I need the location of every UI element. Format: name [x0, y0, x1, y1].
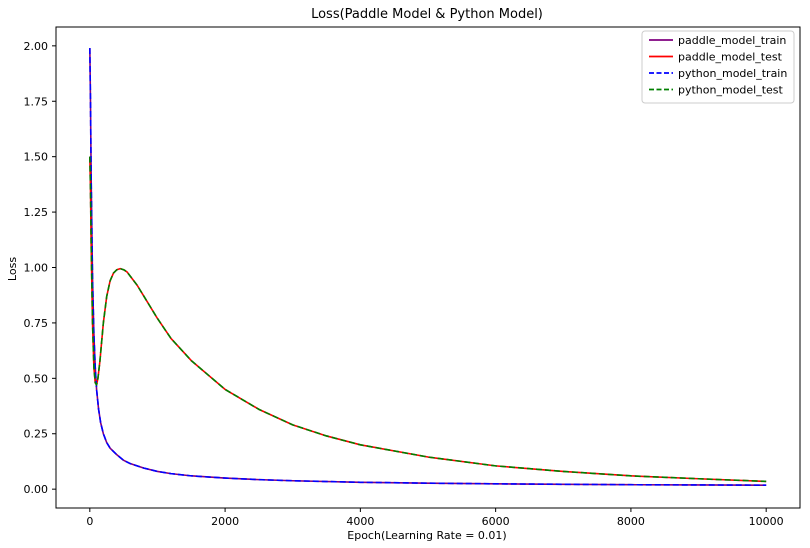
x-tick-label: 2000 — [211, 515, 239, 528]
x-tick-label: 8000 — [617, 515, 645, 528]
legend-label-python_model_test: python_model_test — [678, 84, 784, 97]
series-layer — [89, 48, 767, 486]
x-axis-ticks: 0 2000 4000 6000 8000 10000 — [86, 508, 784, 528]
series-line-python_model_test — [89, 156, 767, 483]
y-tick-label: 0.50 — [24, 372, 49, 385]
legend-label-paddle_model_test: paddle_model_test — [678, 51, 783, 64]
y-tick-label: 1.75 — [24, 95, 49, 108]
chart-title: Loss(Paddle Model & Python Model) — [311, 7, 543, 22]
y-axis-label: Loss — [6, 257, 19, 281]
legend: paddle_model_train paddle_model_testpytho… — [641, 30, 795, 104]
x-tick-label: 10000 — [749, 515, 784, 528]
x-tick-label: 0 — [86, 515, 93, 528]
y-tick-label: 0.25 — [24, 428, 49, 441]
y-tick-label: 1.50 — [24, 151, 49, 164]
legend-label-python_model_train: python_model_train — [678, 67, 787, 80]
y-tick-label: 1.00 — [24, 262, 49, 275]
y-tick-label: 0.00 — [24, 483, 49, 496]
y-tick-label: 1.25 — [24, 206, 49, 219]
x-tick-label: 4000 — [346, 515, 374, 528]
legend-box — [641, 30, 795, 104]
x-axis-label: Epoch(Learning Rate = 0.01) — [347, 529, 506, 542]
y-tick-label: 0.75 — [24, 317, 49, 330]
x-tick-label: 6000 — [482, 515, 510, 528]
y-axis-ticks: 0.00 0.25 0.50 0.75 1.00 1.25 1.50 1.75 2.00 — [24, 40, 56, 496]
legend-label-paddle_model_train: paddle_model_train — [678, 34, 786, 47]
y-tick-label: 2.00 — [24, 40, 49, 53]
series-line-python_model_train — [89, 48, 767, 486]
